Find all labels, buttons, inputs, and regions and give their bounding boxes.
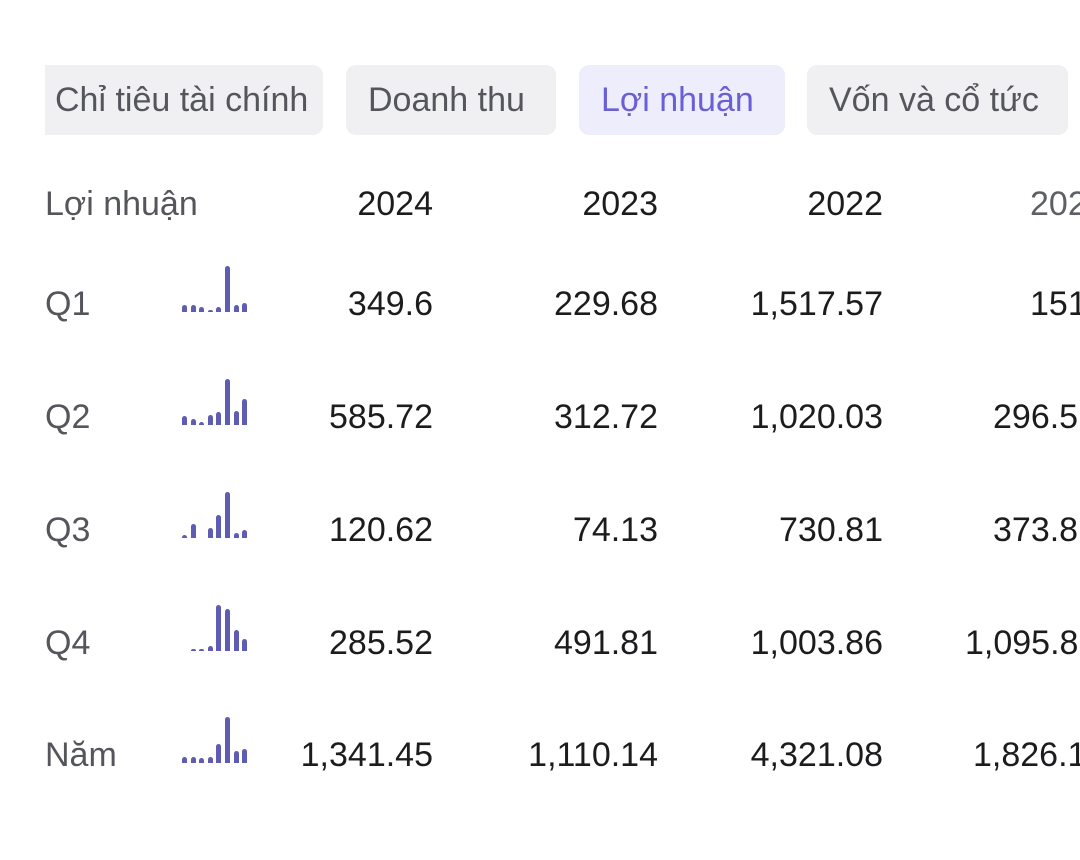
row-label: Năm (45, 736, 117, 774)
row-value: 373.8 (993, 511, 1079, 549)
row-value: 1,341.45 (300, 736, 433, 774)
sparkline-bar (233, 305, 239, 312)
sparkline-bar (182, 756, 187, 763)
column-header-year: 2022 (807, 185, 883, 223)
sparkline-bar (207, 646, 213, 651)
sparkline-bar (190, 524, 196, 538)
sparkline-bar (207, 414, 213, 425)
sparkline-bar (242, 302, 248, 312)
tab-revenue[interactable]: Doanh thu (346, 65, 556, 135)
row-value: 585.72 (329, 398, 433, 436)
column-header-year: 202 (1030, 185, 1080, 223)
sparkline-bar (190, 756, 196, 763)
sparkline-bar (242, 530, 248, 538)
tab-capital-dividends[interactable]: Vốn và cổ tức (807, 65, 1068, 135)
sparkline-chart (182, 379, 250, 425)
row-value: 1,826.1 (973, 736, 1080, 774)
row-value: 296.5 (993, 398, 1079, 436)
row-value: 1,003.86 (750, 624, 883, 662)
sparkline-bar (182, 535, 187, 538)
sparkline-bar (199, 649, 205, 651)
sparkline-bar (190, 305, 196, 312)
sparkline-chart (182, 605, 250, 651)
row-value: 229.68 (554, 285, 658, 323)
sparkline-bar (190, 419, 196, 425)
row-value: 1,110.14 (528, 736, 658, 774)
sparkline-bar (182, 415, 187, 425)
sparkline-bar (207, 756, 213, 763)
sparkline-bar (182, 305, 187, 312)
row-value: 74.13 (572, 511, 658, 549)
sparkline-bar (207, 309, 213, 312)
sparkline-chart (182, 266, 250, 312)
sparkline-bar (242, 639, 248, 651)
sparkline-bar (233, 630, 239, 651)
sparkline-bar (199, 758, 205, 763)
column-header-year: 2024 (357, 185, 433, 223)
row-value: 491.81 (554, 624, 658, 662)
sparkline-bar (225, 379, 230, 425)
sparkline-bar (225, 608, 230, 651)
row-value: 312.72 (554, 398, 658, 436)
row-value: 285.52 (329, 624, 433, 662)
sparkline-bar (233, 751, 239, 763)
tab-financial-indicators[interactable]: Chỉ tiêu tài chính (45, 65, 323, 135)
sparkline-bar (207, 527, 213, 538)
row-value: 730.81 (779, 511, 883, 549)
row-value: 4,321.08 (750, 736, 883, 774)
sparkline-bar (216, 605, 222, 651)
sparkline-bar (199, 421, 205, 425)
sparkline-chart (182, 717, 250, 763)
row-value: 151 (1030, 285, 1080, 323)
row-label: Q4 (45, 624, 91, 662)
row-value: 349.6 (347, 285, 433, 323)
category-tabs: Chỉ tiêu tài chính Doanh thu Lợi nhuận V… (45, 65, 1080, 135)
row-label: Q2 (45, 398, 91, 436)
sparkline-bar (216, 743, 222, 763)
sparkline-bar (225, 717, 230, 763)
row-value: 1,095.8 (965, 624, 1079, 662)
row-label: Q1 (45, 285, 91, 323)
sparkline-bar (190, 649, 196, 651)
column-header-year: 2023 (582, 185, 658, 223)
row-value: 1,020.03 (750, 398, 883, 436)
sparkline-bar (225, 266, 230, 312)
sparkline-bar (216, 411, 222, 425)
tab-profit[interactable]: Lợi nhuận (579, 65, 785, 135)
sparkline-bar (233, 410, 239, 425)
sparkline-bar (242, 398, 248, 425)
row-value: 120.62 (329, 511, 433, 549)
sparkline-bar (216, 307, 222, 312)
row-value: 1,517.57 (750, 285, 883, 323)
sparkline-bar (199, 307, 205, 312)
sparkline-bar (233, 533, 239, 538)
row-label: Q3 (45, 511, 91, 549)
table-header-label: Lợi nhuận (45, 185, 198, 223)
sparkline-chart (182, 492, 250, 538)
sparkline-bar (242, 748, 248, 763)
sparkline-bar (216, 514, 222, 538)
sparkline-bar (225, 492, 230, 538)
